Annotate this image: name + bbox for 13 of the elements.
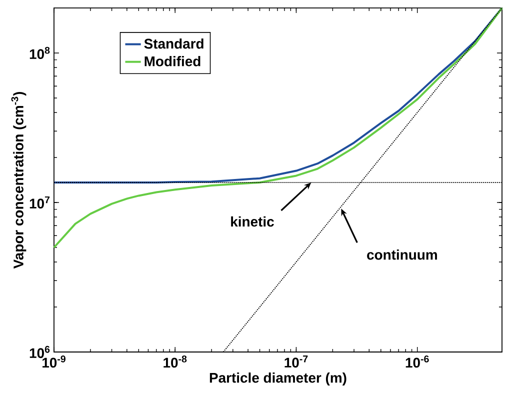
y-tick-label: 10$^{7}$ [30,196,50,209]
legend-label: Modified [144,56,200,66]
y-tick-label: 10$^{6}$ [30,346,50,358]
y-axis-title: Vapor concentration (cm$^{-3}$) [11,92,26,269]
annotation: continuum [367,249,437,260]
annotation: kinetic [231,216,274,227]
legend-label: Standard [144,38,204,49]
x-tick-label: 10$^{-8}$ [164,356,187,368]
y-tick-label: 10$^{8}$ [30,46,50,60]
x-tick-label: 10$^{-6}$ [406,356,429,368]
x-tick-label: 10$^{-9}$ [42,356,66,368]
x-tick-label: 10$^{-7}$ [284,356,308,368]
x-axis-title: Particle diameter (m) [210,372,346,386]
